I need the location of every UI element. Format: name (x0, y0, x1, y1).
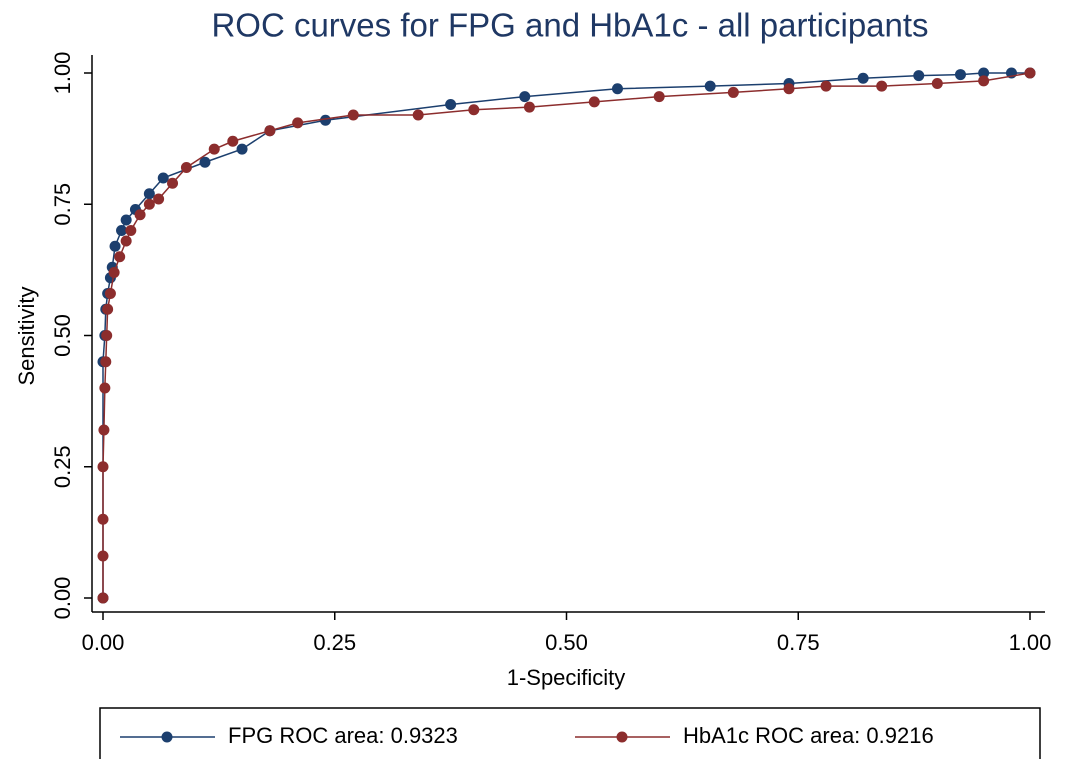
data-point (97, 592, 109, 604)
x-tick-label: 0.50 (545, 630, 588, 655)
legend-marker (161, 731, 173, 743)
data-point (611, 83, 623, 95)
legend-marker (616, 731, 628, 743)
data-point (120, 214, 132, 226)
data-point (143, 188, 155, 200)
data-point (978, 67, 990, 79)
data-point (913, 70, 925, 82)
x-axis-label: 1-Specificity (507, 665, 626, 690)
data-point (704, 80, 716, 92)
data-point (97, 461, 109, 473)
data-point (180, 162, 192, 173)
data-point (199, 156, 211, 168)
data-point (116, 225, 128, 236)
data-point (104, 288, 116, 299)
data-point (134, 209, 146, 221)
data-point (227, 135, 239, 147)
data-point (167, 177, 179, 189)
data-point (292, 117, 304, 129)
data-point (783, 83, 795, 95)
data-point (98, 424, 110, 436)
data-point (347, 109, 359, 121)
data-point (157, 172, 169, 184)
data-point (519, 91, 531, 103)
y-tick-label: 1.00 (50, 52, 75, 95)
chart-title: ROC curves for FPG and HbA1c - all parti… (211, 7, 928, 44)
data-point (100, 356, 112, 368)
y-tick-label: 0.75 (50, 183, 75, 226)
series-line (102, 72, 1030, 598)
legend-label: HbA1c ROC area: 0.9216 (683, 723, 934, 748)
data-point (876, 80, 888, 92)
data-point (102, 303, 114, 315)
data-point (727, 86, 739, 98)
data-point (1024, 67, 1036, 79)
data-point (153, 193, 165, 205)
y-tick-label: 0.50 (50, 314, 75, 357)
data-point (120, 235, 132, 247)
y-axis-label: Sensitivity (14, 286, 39, 385)
x-tick-label: 0.25 (313, 630, 356, 655)
data-point (857, 72, 869, 84)
x-tick-label: 0.00 (82, 630, 125, 655)
data-point (97, 550, 109, 562)
data-point (588, 96, 600, 108)
data-point (264, 125, 276, 137)
y-tick-label: 0.25 (50, 445, 75, 488)
data-point (114, 251, 126, 263)
data-point (109, 240, 121, 252)
data-point (236, 143, 248, 155)
legend-box (99, 707, 1041, 759)
data-point (523, 101, 535, 113)
data-point (97, 513, 109, 525)
data-point (412, 109, 424, 121)
x-tick-label: 0.75 (777, 630, 820, 655)
data-point (101, 330, 113, 341)
data-point (99, 382, 111, 394)
data-point (653, 91, 665, 103)
data-point (820, 80, 832, 92)
data-point (108, 267, 120, 278)
data-point (125, 225, 137, 236)
data-point (954, 69, 966, 81)
data-point (319, 114, 331, 126)
x-tick-label: 1.00 (1009, 630, 1052, 655)
data-point (978, 75, 990, 87)
legend-label: FPG ROC area: 0.9323 (228, 723, 458, 748)
data-point (931, 78, 943, 89)
data-point (208, 143, 220, 155)
y-tick-label: 0.00 (50, 577, 75, 620)
data-point (143, 198, 155, 210)
data-point (445, 99, 457, 110)
data-point (468, 104, 480, 116)
